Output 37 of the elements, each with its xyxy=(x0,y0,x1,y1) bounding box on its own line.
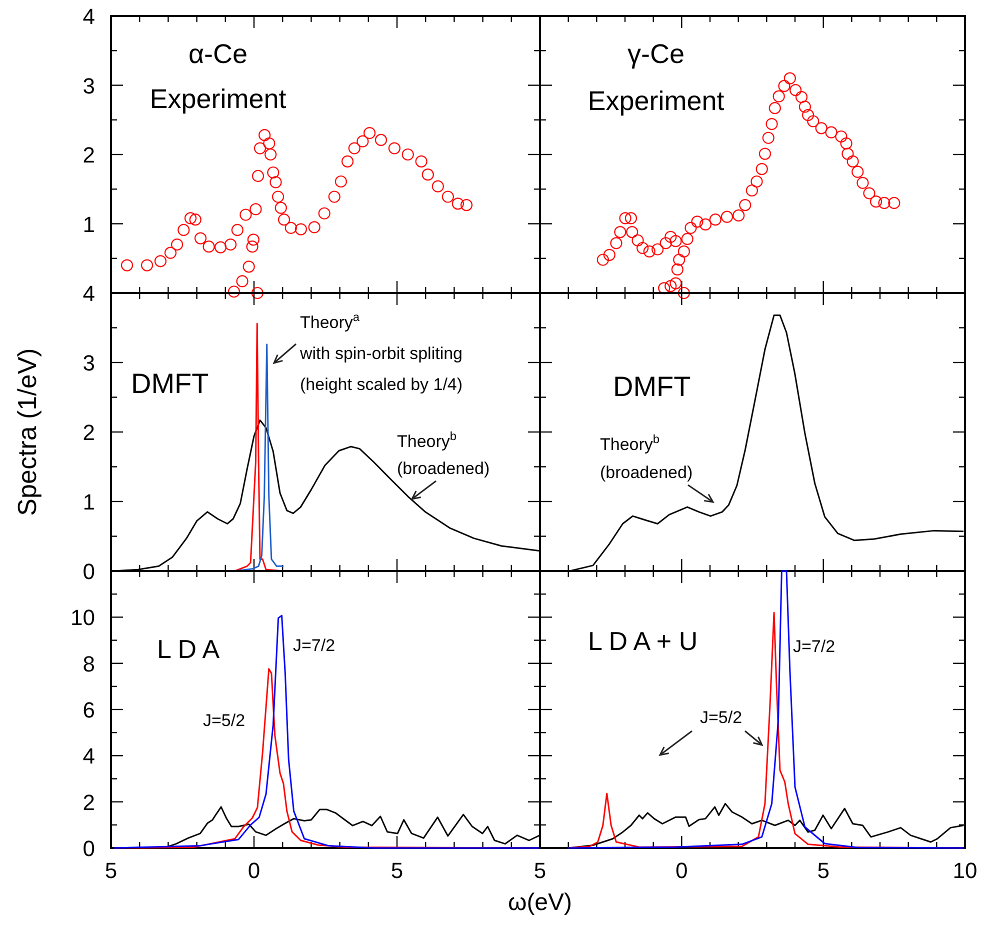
text: Theory$^{b}$ (broadened) xyxy=(397,429,490,478)
x-tick-label: 0 xyxy=(248,858,260,883)
y-axis-title: Spectra (1/eV) xyxy=(12,348,42,516)
x-tick-label: 5 xyxy=(390,858,404,883)
y-tick-label: 2 xyxy=(82,420,95,445)
series-label: J=5/2 xyxy=(203,711,246,730)
x-tick-label: 10 xyxy=(952,858,978,883)
text: Theory$^{b}$ (broadened) xyxy=(600,432,693,482)
y-tick-label: 2 xyxy=(82,790,95,815)
y-tick-label: 1 xyxy=(82,212,95,237)
text: L D A + U xyxy=(588,626,698,656)
y-tick-label: 1 xyxy=(82,490,95,514)
y-tick-label: 6 xyxy=(82,698,95,722)
x-tick-label: 5 xyxy=(104,858,118,883)
y-tick-label: 3 xyxy=(82,73,95,98)
text: L D A xyxy=(157,634,220,664)
text: Theory$^{a}$ with spin-orbit spliting (height scaled by 1/4) xyxy=(300,310,463,394)
x-tick-label: 5 xyxy=(534,858,546,883)
series-label: J=5/2 xyxy=(700,708,742,727)
x-tick-label: 0 xyxy=(676,858,688,883)
y-tick-label: 4 xyxy=(82,744,95,769)
series-label: J=7/2 xyxy=(293,636,336,655)
series-label: J=7/2 xyxy=(793,637,836,656)
y-tick-label: 8 xyxy=(82,651,95,676)
text: DMFT xyxy=(131,368,209,399)
x-axis-title: ω(eV) xyxy=(508,889,572,916)
text: α-Ce Experiment xyxy=(150,39,287,114)
text: DMFT xyxy=(613,371,691,402)
y-tick-label: 10 xyxy=(70,605,95,630)
y-tick-label: 0 xyxy=(82,559,95,584)
y-tick-label: 4 xyxy=(82,4,95,29)
y-tick-label: 0 xyxy=(82,836,95,861)
y-tick-label: 3 xyxy=(82,350,95,376)
text: γ-Ce Experiment xyxy=(588,39,725,116)
x-tick-label: 5 xyxy=(817,858,830,883)
y-tick-label: 4 xyxy=(82,281,95,306)
y-tick-label: 2 xyxy=(82,142,95,168)
